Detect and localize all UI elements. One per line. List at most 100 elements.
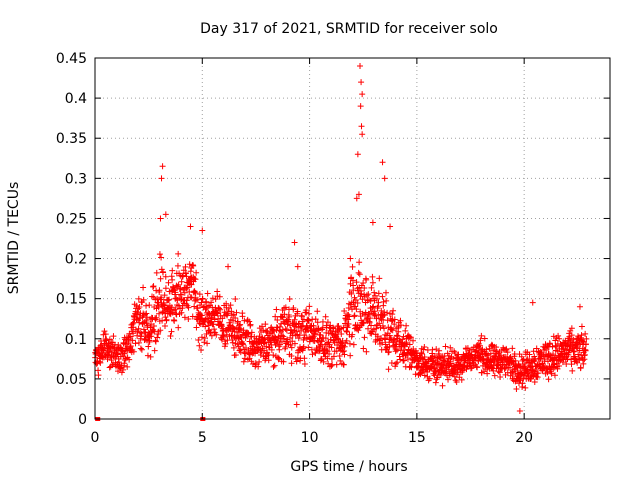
data-point (153, 269, 160, 276)
data-point (158, 296, 165, 303)
data-point (529, 299, 536, 306)
data-point (351, 313, 358, 320)
x-tick-label: 15 (408, 430, 426, 446)
data-point (196, 320, 203, 327)
data-point (303, 309, 310, 316)
data-point (182, 269, 189, 276)
data-point (463, 366, 470, 373)
data-point (359, 91, 366, 98)
data-point (258, 323, 265, 330)
data-point (286, 313, 293, 320)
data-point (275, 356, 282, 363)
data-point (222, 340, 229, 347)
y-tick-label: 0.05 (56, 372, 87, 388)
data-point (140, 284, 147, 291)
data-point (478, 332, 485, 339)
data-point (172, 289, 179, 296)
data-point (575, 351, 582, 358)
data-point (288, 344, 295, 351)
data-point (162, 211, 169, 218)
data-point (385, 348, 392, 355)
data-point (519, 380, 526, 387)
x-axis-label: GPS time / hours (290, 459, 407, 475)
data-point (375, 290, 382, 297)
data-point (301, 360, 308, 367)
data-point (483, 346, 490, 353)
data-point (216, 293, 223, 300)
data-point (340, 361, 347, 368)
data-point (209, 295, 216, 302)
data-point (341, 351, 348, 358)
data-point (391, 316, 398, 323)
x-tick-label: 0 (91, 430, 100, 446)
data-point (374, 333, 381, 340)
data-point (121, 360, 128, 367)
data-point (144, 314, 151, 321)
data-point (551, 372, 558, 379)
data-point (355, 191, 362, 198)
data-point (341, 307, 348, 314)
data-point (548, 370, 555, 377)
data-point (261, 347, 268, 354)
data-point (555, 363, 562, 370)
y-tick-label: 0.25 (56, 211, 87, 227)
data-point (162, 285, 169, 292)
data-point (211, 316, 218, 323)
data-point (150, 283, 157, 290)
data-point (373, 325, 380, 332)
data-point (120, 366, 127, 373)
data-point (513, 386, 520, 393)
data-point (387, 334, 394, 341)
data-point (102, 331, 109, 338)
data-point (383, 297, 390, 304)
data-point (474, 364, 481, 371)
data-point (351, 312, 358, 319)
data-point (583, 335, 590, 342)
data-point (167, 333, 174, 340)
data-point (107, 354, 114, 361)
data-point (343, 337, 350, 344)
data-point (401, 357, 408, 364)
data-point (392, 360, 399, 367)
data-point (191, 275, 198, 282)
data-point (295, 335, 302, 342)
data-point (343, 328, 350, 335)
data-point (286, 296, 293, 303)
data-point (359, 131, 366, 138)
data-point (371, 289, 378, 296)
data-point (395, 328, 402, 335)
data-point (177, 285, 184, 292)
data-point (392, 346, 399, 353)
data-point (217, 306, 224, 313)
data-point (185, 316, 192, 323)
data-point (334, 336, 341, 343)
data-point (193, 324, 200, 331)
data-point (368, 284, 375, 291)
data-point (437, 371, 444, 378)
data-point (381, 175, 388, 182)
data-point (240, 341, 247, 348)
data-point (196, 342, 203, 349)
data-point (135, 339, 142, 346)
data-point (291, 239, 298, 246)
data-point (554, 365, 561, 372)
data-point (198, 346, 205, 353)
data-point (531, 378, 538, 385)
data-point (445, 376, 452, 383)
data-point (291, 316, 298, 323)
data-point (346, 340, 353, 347)
data-point (439, 382, 446, 389)
data-point (183, 297, 190, 304)
data-point (282, 304, 289, 311)
data-point (181, 314, 188, 321)
data-point (516, 407, 523, 414)
x-tick-label: 10 (301, 430, 319, 446)
data-point (156, 310, 163, 317)
data-point (379, 339, 386, 346)
y-tick-label: 0.1 (65, 332, 87, 348)
data-point (296, 320, 303, 327)
data-point (300, 343, 307, 350)
chart-title: Day 317 of 2021, SRMTID for receiver sol… (200, 21, 498, 37)
data-point (549, 343, 556, 350)
data-point (354, 299, 361, 306)
